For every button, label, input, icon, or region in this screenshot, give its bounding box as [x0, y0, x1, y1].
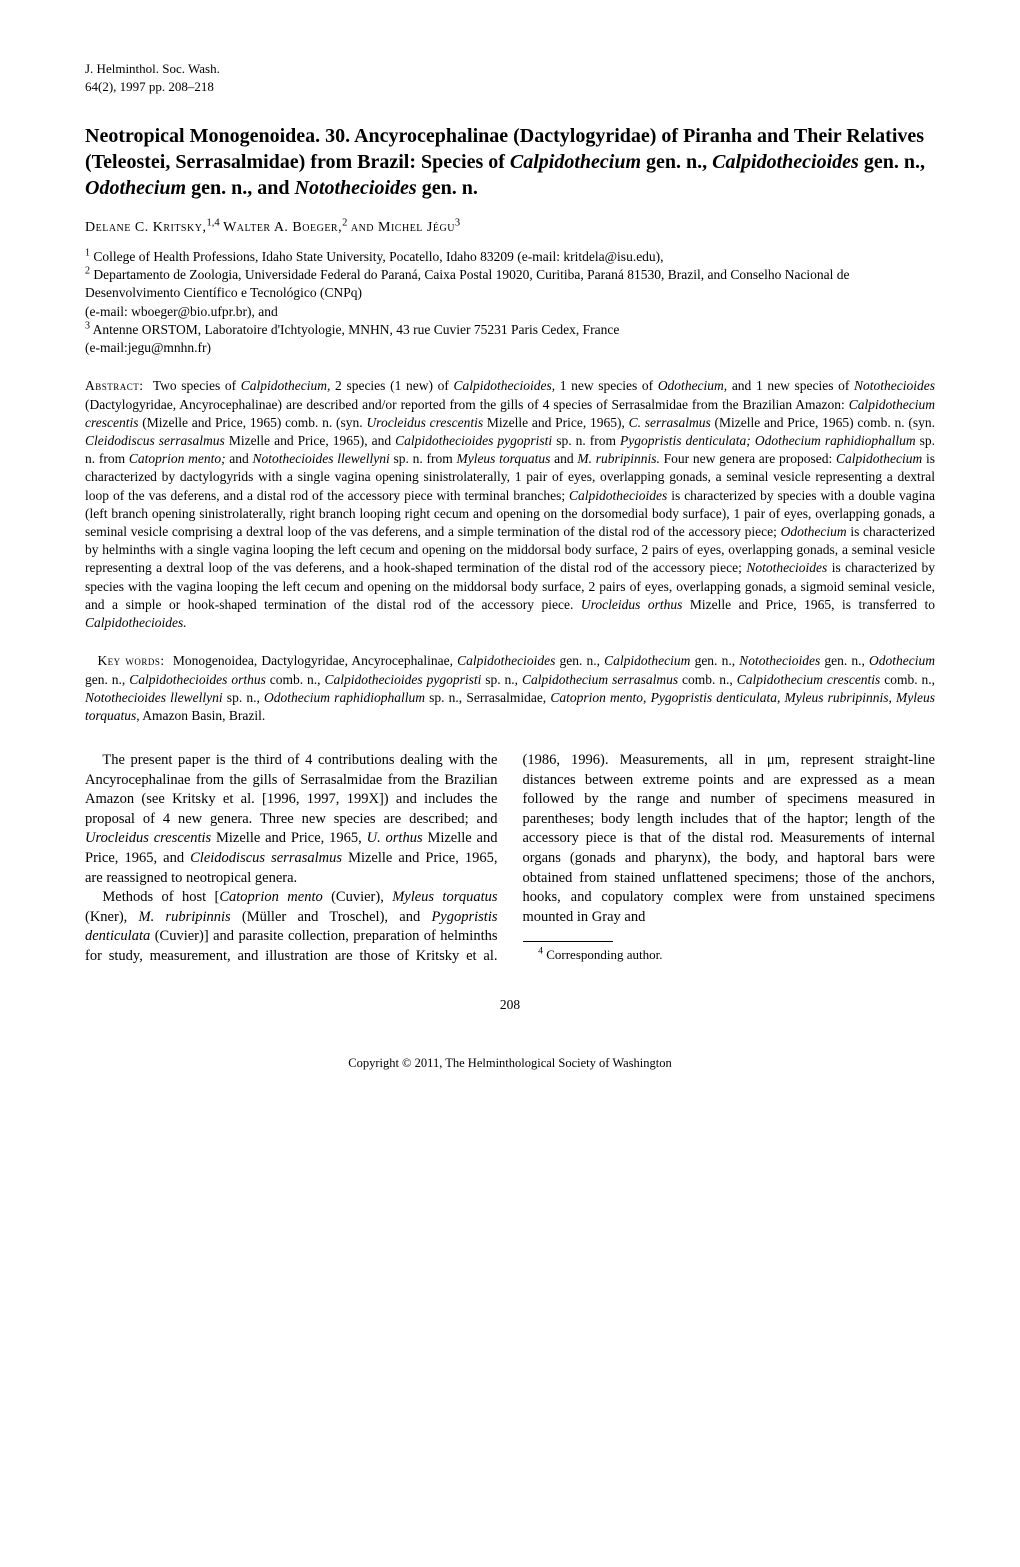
keywords-text: Monogenoidea, Dactylogyridae, Ancyroceph…: [85, 653, 935, 723]
footnote: 4 Corresponding author.: [523, 946, 936, 964]
journal-header: J. Helminthol. Soc. Wash. 64(2), 1997 pp…: [85, 60, 935, 95]
affiliations: 1 College of Health Professions, Idaho S…: [85, 248, 935, 357]
journal-issue: 64(2), 1997 pp. 208–218: [85, 78, 935, 96]
journal-name: J. Helminthol. Soc. Wash.: [85, 60, 935, 78]
abstract-text: Two species of Calpidothecium, 2 species…: [85, 378, 935, 630]
copyright-notice: Copyright © 2011, The Helminthological S…: [85, 1055, 935, 1072]
page-number: 208: [85, 996, 935, 1014]
keywords: Key words: Monogenoidea, Dactylogyridae,…: [85, 652, 935, 725]
authors: Delane C. Kritsky,1,4 Walter A. Boeger,2…: [85, 219, 935, 238]
body-text: The present paper is the third of 4 cont…: [85, 751, 935, 966]
abstract-label: Abstract:: [85, 378, 144, 393]
keywords-label: Key words:: [97, 653, 164, 668]
footnote-divider: [523, 941, 613, 942]
article-title: Neotropical Monogenoidea. 30. Ancyroceph…: [85, 123, 935, 201]
body-paragraph-1: The present paper is the third of 4 cont…: [85, 751, 498, 888]
abstract: Abstract: Two species of Calpidothecium,…: [85, 377, 935, 632]
